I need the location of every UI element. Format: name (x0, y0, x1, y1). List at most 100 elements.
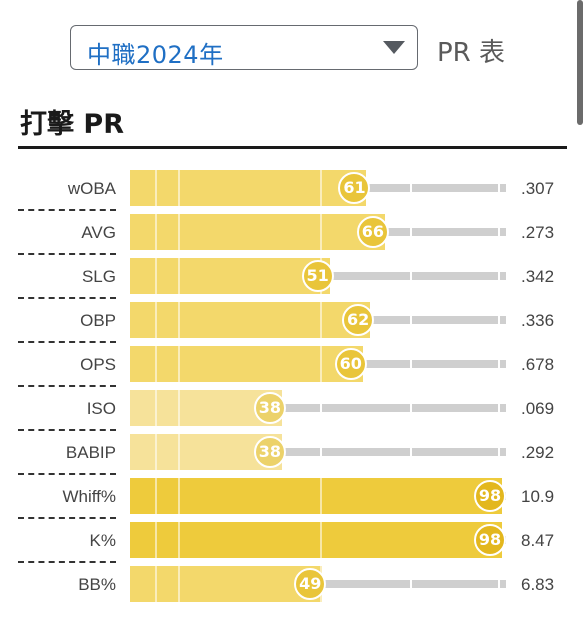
stat-row: AVG 66 .273 (0, 211, 586, 255)
pr-badge: 38 (253, 392, 286, 424)
track-tick (498, 314, 500, 326)
season-select-value: 中職2024年 (87, 41, 224, 69)
row-divider (18, 429, 116, 431)
pr-bar-track: 51 (130, 258, 506, 294)
pr-bar (130, 170, 367, 206)
season-select[interactable]: 中職2024年 (70, 25, 418, 70)
stat-label: ISO (86, 399, 116, 418)
bar-guide-line (155, 346, 157, 382)
stat-label: K% (89, 531, 116, 550)
track-tick (498, 182, 500, 194)
bar-guide-line (320, 346, 322, 382)
bar-guide-line (320, 170, 322, 206)
chevron-down-icon (383, 41, 405, 54)
pr-badge: 49 (294, 568, 327, 600)
bar-guide-line (178, 214, 180, 250)
track-tick (498, 226, 500, 238)
pr-bar-track: 62 (130, 302, 506, 338)
stat-value: 6.83 (521, 575, 555, 594)
row-divider (18, 341, 116, 343)
stat-label: OPS (80, 355, 116, 374)
stat-row: K% 98 8.47 (0, 519, 586, 563)
bar-guide-line (155, 390, 157, 426)
bar-guide-line (320, 302, 322, 338)
stat-label: wOBA (67, 179, 116, 198)
bar-guide-line (155, 522, 157, 558)
stat-value: .292 (521, 443, 555, 462)
pr-bar-track: 98 (130, 522, 506, 558)
pr-bar (130, 258, 330, 294)
bar-guide-line (178, 346, 180, 382)
track-tick (320, 402, 322, 414)
row-divider (18, 561, 116, 563)
track-tick (498, 270, 500, 282)
track-tick (320, 446, 322, 458)
bar-guide-line (178, 478, 180, 514)
bar-guide-line (178, 258, 180, 294)
stat-label: SLG (81, 267, 116, 286)
bar-guide-line (320, 214, 322, 250)
track-tick (498, 578, 500, 590)
scrollbar-thumb[interactable] (577, 0, 583, 125)
section-divider (18, 146, 567, 149)
pr-chart: wOBA 61 .307 AVG 66 .273 SLG (0, 167, 586, 607)
stat-row: OPS 60 .678 (0, 343, 586, 387)
bar-guide-line (320, 478, 322, 514)
stat-row: SLG 51 .342 (0, 255, 586, 299)
track-tick (498, 402, 500, 414)
track-tick (498, 446, 500, 458)
bar-guide-line (155, 214, 157, 250)
pr-badge: 51 (301, 260, 334, 292)
bar-guide-line (320, 522, 322, 558)
bar-guide-line (178, 302, 180, 338)
stat-value: .069 (521, 399, 555, 418)
bar-guide-line (155, 302, 157, 338)
track-tick (410, 314, 412, 326)
row-divider (18, 297, 116, 299)
stat-row: wOBA 61 .307 (0, 167, 586, 211)
pr-badge: 61 (338, 172, 371, 204)
stat-label: BABIP (65, 443, 116, 462)
bar-guide-line (178, 434, 180, 470)
pr-badge: 98 (474, 480, 506, 512)
stat-value: 10.9 (521, 487, 555, 506)
stat-row: BABIP 38 .292 (0, 431, 586, 475)
bar-guide-line (155, 478, 157, 514)
pr-bar-track: 66 (130, 214, 506, 250)
pr-bar-track: 38 (130, 434, 506, 470)
pr-bar-track: 49 (130, 566, 506, 602)
bar-guide-line (155, 566, 157, 602)
bar-guide-line (178, 522, 180, 558)
stat-row: ISO 38 .069 (0, 387, 586, 431)
stat-value: .307 (521, 179, 555, 198)
stat-label: BB% (78, 575, 116, 594)
row-divider (18, 517, 116, 519)
row-divider (18, 253, 116, 255)
bar-guide-line (155, 258, 157, 294)
stat-row: BB% 49 6.83 (0, 563, 586, 607)
stat-value: 8.47 (521, 531, 555, 550)
bar-guide-line (178, 170, 180, 206)
track-tick (410, 226, 412, 238)
track-line (130, 448, 506, 456)
track-tick (410, 402, 412, 414)
pr-bar (130, 522, 502, 558)
track-tick (498, 358, 500, 370)
stat-value: .342 (521, 267, 555, 286)
track-tick (410, 446, 412, 458)
pr-bar-track: 38 (130, 390, 506, 426)
bar-guide-line (155, 434, 157, 470)
pr-bar-track: 60 (130, 346, 506, 382)
stat-label: Whiff% (62, 487, 116, 506)
pr-badge: 98 (474, 524, 506, 556)
bar-guide-line (155, 170, 157, 206)
bar-guide-line (178, 566, 180, 602)
stat-value: .336 (521, 311, 555, 330)
row-divider (18, 385, 116, 387)
track-line (130, 404, 506, 412)
pr-badge: 38 (253, 436, 286, 468)
stat-value: .678 (521, 355, 555, 374)
section-title: 打擊 PR (20, 109, 124, 140)
stat-row: OBP 62 .336 (0, 299, 586, 343)
